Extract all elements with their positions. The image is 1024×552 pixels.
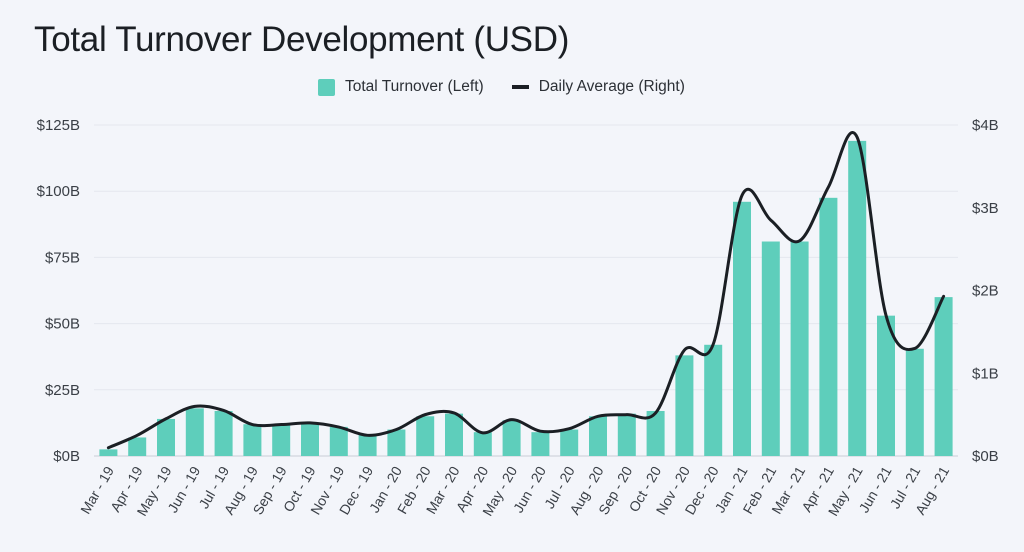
bar bbox=[473, 432, 492, 456]
y-left-tick-label: $25B bbox=[45, 382, 80, 399]
y-left-tick-label: $100B bbox=[37, 183, 80, 200]
bar bbox=[617, 413, 636, 456]
bar bbox=[329, 426, 348, 456]
bar bbox=[934, 297, 953, 456]
legend-item-daily-average: Daily Average (Right) bbox=[496, 78, 685, 96]
bar bbox=[761, 241, 780, 456]
daily-average-line bbox=[106, 131, 946, 450]
bar bbox=[157, 418, 175, 456]
legend-label-total-turnover: Total Turnover (Left) bbox=[345, 78, 484, 95]
bar bbox=[502, 420, 521, 456]
bar bbox=[243, 424, 262, 456]
bar bbox=[646, 410, 665, 456]
bar bbox=[531, 432, 550, 456]
y-left-tick-label: $75B bbox=[45, 249, 80, 266]
y-right-tick-label: $1B bbox=[972, 365, 999, 382]
bar bbox=[848, 140, 867, 456]
bar bbox=[272, 424, 291, 456]
legend-swatch-bar bbox=[318, 78, 335, 96]
bar bbox=[416, 416, 435, 456]
bar bbox=[589, 416, 607, 456]
legend-swatch-line bbox=[511, 85, 529, 89]
y-left-tick-label: $50B bbox=[45, 316, 80, 333]
y-right-tick-label: $2B bbox=[972, 283, 999, 300]
y-right-tick-label: $0B bbox=[972, 448, 999, 465]
bar bbox=[560, 429, 579, 456]
bar bbox=[358, 434, 377, 456]
legend: Total Turnover (Left) Daily Average (Rig… bbox=[318, 78, 685, 96]
bar bbox=[790, 241, 809, 456]
chart-title: Total Turnover Development (USD) bbox=[34, 20, 570, 59]
bar bbox=[214, 410, 233, 456]
bar bbox=[733, 201, 751, 456]
bar bbox=[128, 437, 147, 456]
y-right-tick-label: $4B bbox=[972, 117, 999, 134]
y-right-tick-label: $3B bbox=[972, 200, 999, 217]
bar bbox=[185, 408, 204, 456]
bar bbox=[819, 197, 838, 456]
y-left-tick-label: $125B bbox=[37, 117, 80, 134]
bar bbox=[905, 348, 924, 456]
legend-label-daily-average: Daily Average (Right) bbox=[538, 78, 685, 95]
bar bbox=[99, 449, 118, 456]
bar bbox=[445, 413, 463, 456]
bar bbox=[675, 355, 694, 456]
bar bbox=[877, 315, 895, 456]
y-left-tick-label: $0B bbox=[53, 448, 80, 465]
legend-item-total-turnover: Total Turnover (Left) bbox=[318, 78, 484, 96]
bar bbox=[704, 344, 723, 456]
bar bbox=[387, 429, 406, 456]
bar bbox=[301, 422, 319, 456]
